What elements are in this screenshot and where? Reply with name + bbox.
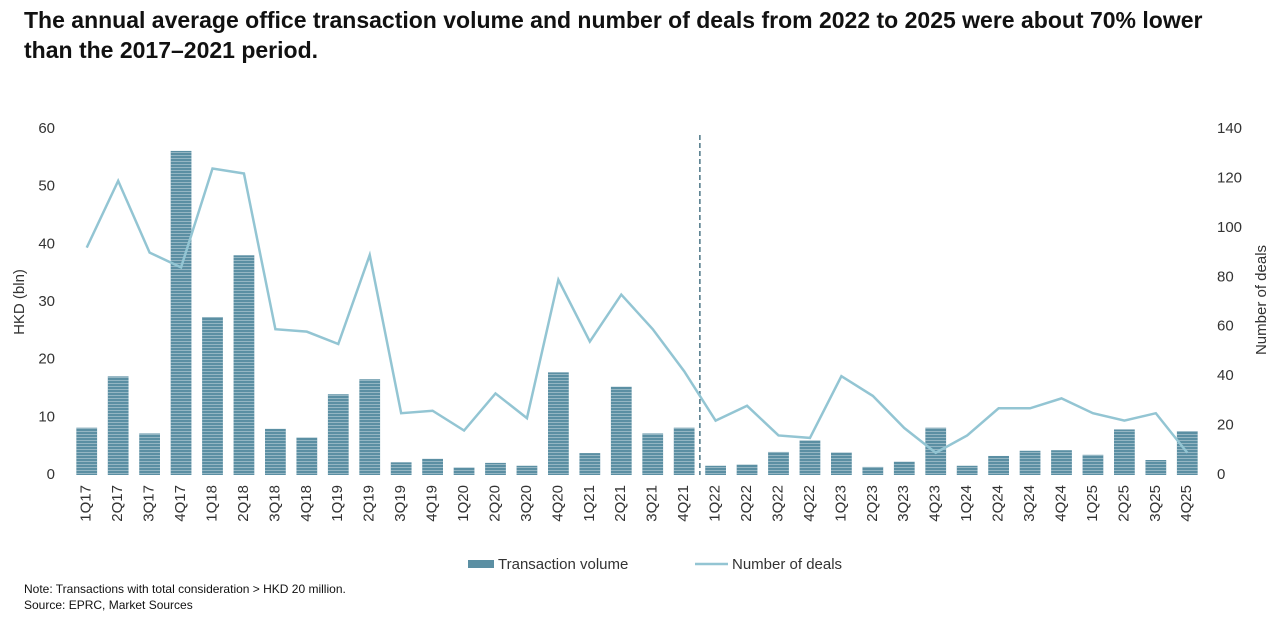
- bar-texture: [548, 372, 569, 475]
- y2-axis-label: Number of deals: [1253, 245, 1270, 355]
- bar-texture: [265, 428, 286, 475]
- x-tick-label: 4Q17: [172, 485, 189, 522]
- bar-texture: [1145, 460, 1167, 475]
- y2-tick-label: 40: [1217, 367, 1234, 384]
- bar-texture: [233, 255, 255, 475]
- y-tick-label: 20: [38, 351, 55, 368]
- line: [85, 167, 1189, 455]
- x-tick-label: 2Q18: [235, 485, 252, 522]
- x-tick-label: 4Q23: [927, 485, 944, 522]
- legend-swatch: [468, 560, 494, 568]
- bar-texture: [1051, 450, 1072, 475]
- bar-texture: [988, 455, 1009, 475]
- chart-title: The annual average office transaction vo…: [24, 7, 1203, 63]
- bar-texture: [1176, 431, 1198, 475]
- y2-tick-label: 140: [1217, 120, 1242, 137]
- x-tick-label: 4Q21: [675, 485, 692, 522]
- bar-texture: [705, 465, 726, 475]
- bar-texture: [1019, 450, 1041, 475]
- bar-texture: [139, 433, 160, 475]
- x-tick-label: 2Q19: [361, 485, 378, 522]
- x-tick-label: 2Q21: [612, 485, 629, 522]
- legend-label: Number of deals: [732, 556, 842, 573]
- bar-texture: [422, 458, 443, 475]
- x-tick-label: 3Q24: [1021, 485, 1038, 522]
- x-tick-label: 2Q23: [864, 485, 881, 522]
- bar-texture: [107, 376, 129, 475]
- x-tick-label: 4Q22: [801, 485, 818, 522]
- bar-texture: [736, 464, 758, 475]
- x-tick-label: 3Q17: [141, 485, 158, 522]
- y2-tick-label: 0: [1217, 466, 1225, 483]
- x-tick-label: 1Q25: [1084, 485, 1101, 522]
- x-tick-label: 2Q24: [990, 485, 1007, 522]
- source: Source: EPRC, Market Sources: [24, 598, 193, 612]
- y-tick-label: 40: [38, 235, 55, 252]
- x-tick-label: 3Q25: [1147, 485, 1164, 522]
- bar-texture: [453, 467, 475, 475]
- note: Note: Transactions with total considerat…: [24, 582, 346, 596]
- bar-texture: [642, 433, 664, 475]
- x-tick-label: 2Q17: [109, 485, 126, 522]
- x-tick-label: 1Q20: [455, 485, 472, 522]
- legend-label: Transaction volume: [498, 556, 628, 573]
- y-tick-label: 60: [38, 120, 55, 137]
- x-tick-label: 1Q17: [78, 485, 95, 522]
- x-tick-label: 4Q18: [298, 485, 315, 522]
- bar-texture: [170, 150, 192, 475]
- bar-texture: [202, 316, 223, 475]
- y-tick-label: 50: [38, 178, 55, 195]
- x-tick-label: 4Q19: [424, 485, 441, 522]
- y-tick-label: 10: [38, 408, 55, 425]
- y2-tick-label: 80: [1217, 268, 1234, 285]
- x-tick-label: 4Q20: [549, 485, 566, 522]
- bar-texture: [768, 451, 789, 475]
- x-tick-label: 3Q18: [266, 485, 283, 522]
- bar-texture: [831, 452, 852, 475]
- bar-texture: [862, 466, 884, 475]
- bar-texture: [1082, 454, 1104, 475]
- bar-texture: [956, 465, 978, 475]
- x-tick-label: 1Q21: [581, 485, 598, 522]
- x-tick-label: 2Q25: [1115, 485, 1132, 522]
- bar-texture: [76, 427, 98, 475]
- bar-texture: [390, 462, 412, 475]
- bar-texture: [296, 437, 318, 475]
- bar-texture: [1114, 429, 1135, 475]
- bar-texture: [359, 379, 381, 475]
- bar-texture: [327, 394, 349, 475]
- bar-texture: [893, 461, 915, 475]
- y2-tick-label: 20: [1217, 417, 1234, 434]
- y2-tick-label: 120: [1217, 169, 1242, 186]
- x-tick-label: 3Q21: [644, 485, 661, 522]
- bar-texture: [673, 427, 695, 475]
- x-tick-label: 3Q20: [518, 485, 535, 522]
- x-tick-label: 4Q25: [1178, 485, 1195, 522]
- bar-texture: [485, 462, 506, 475]
- x-tick-label: 4Q24: [1052, 485, 1069, 522]
- x-tick-label: 2Q22: [738, 485, 755, 522]
- bar-texture: [579, 453, 601, 475]
- x-tick-label: 3Q23: [895, 485, 912, 522]
- x-tick-label: 1Q22: [707, 485, 724, 522]
- bar-texture: [516, 465, 538, 475]
- x-tick-label: 1Q24: [958, 485, 975, 522]
- bar-texture: [799, 440, 821, 475]
- y2-tick-label: 100: [1217, 219, 1242, 236]
- x-tick-label: 1Q19: [329, 485, 346, 522]
- y-tick-label: 30: [38, 293, 55, 310]
- y-axis-label: HKD (bln): [11, 269, 28, 335]
- bar-texture: [610, 386, 632, 475]
- x-tick-label: 1Q23: [832, 485, 849, 522]
- x-tick-label: 3Q19: [392, 485, 409, 522]
- y-tick-label: 0: [47, 466, 55, 483]
- y2-tick-label: 60: [1217, 318, 1234, 335]
- x-tick-label: 1Q18: [203, 485, 220, 522]
- x-tick-label: 3Q22: [769, 485, 786, 522]
- x-tick-label: 2Q20: [486, 485, 503, 522]
